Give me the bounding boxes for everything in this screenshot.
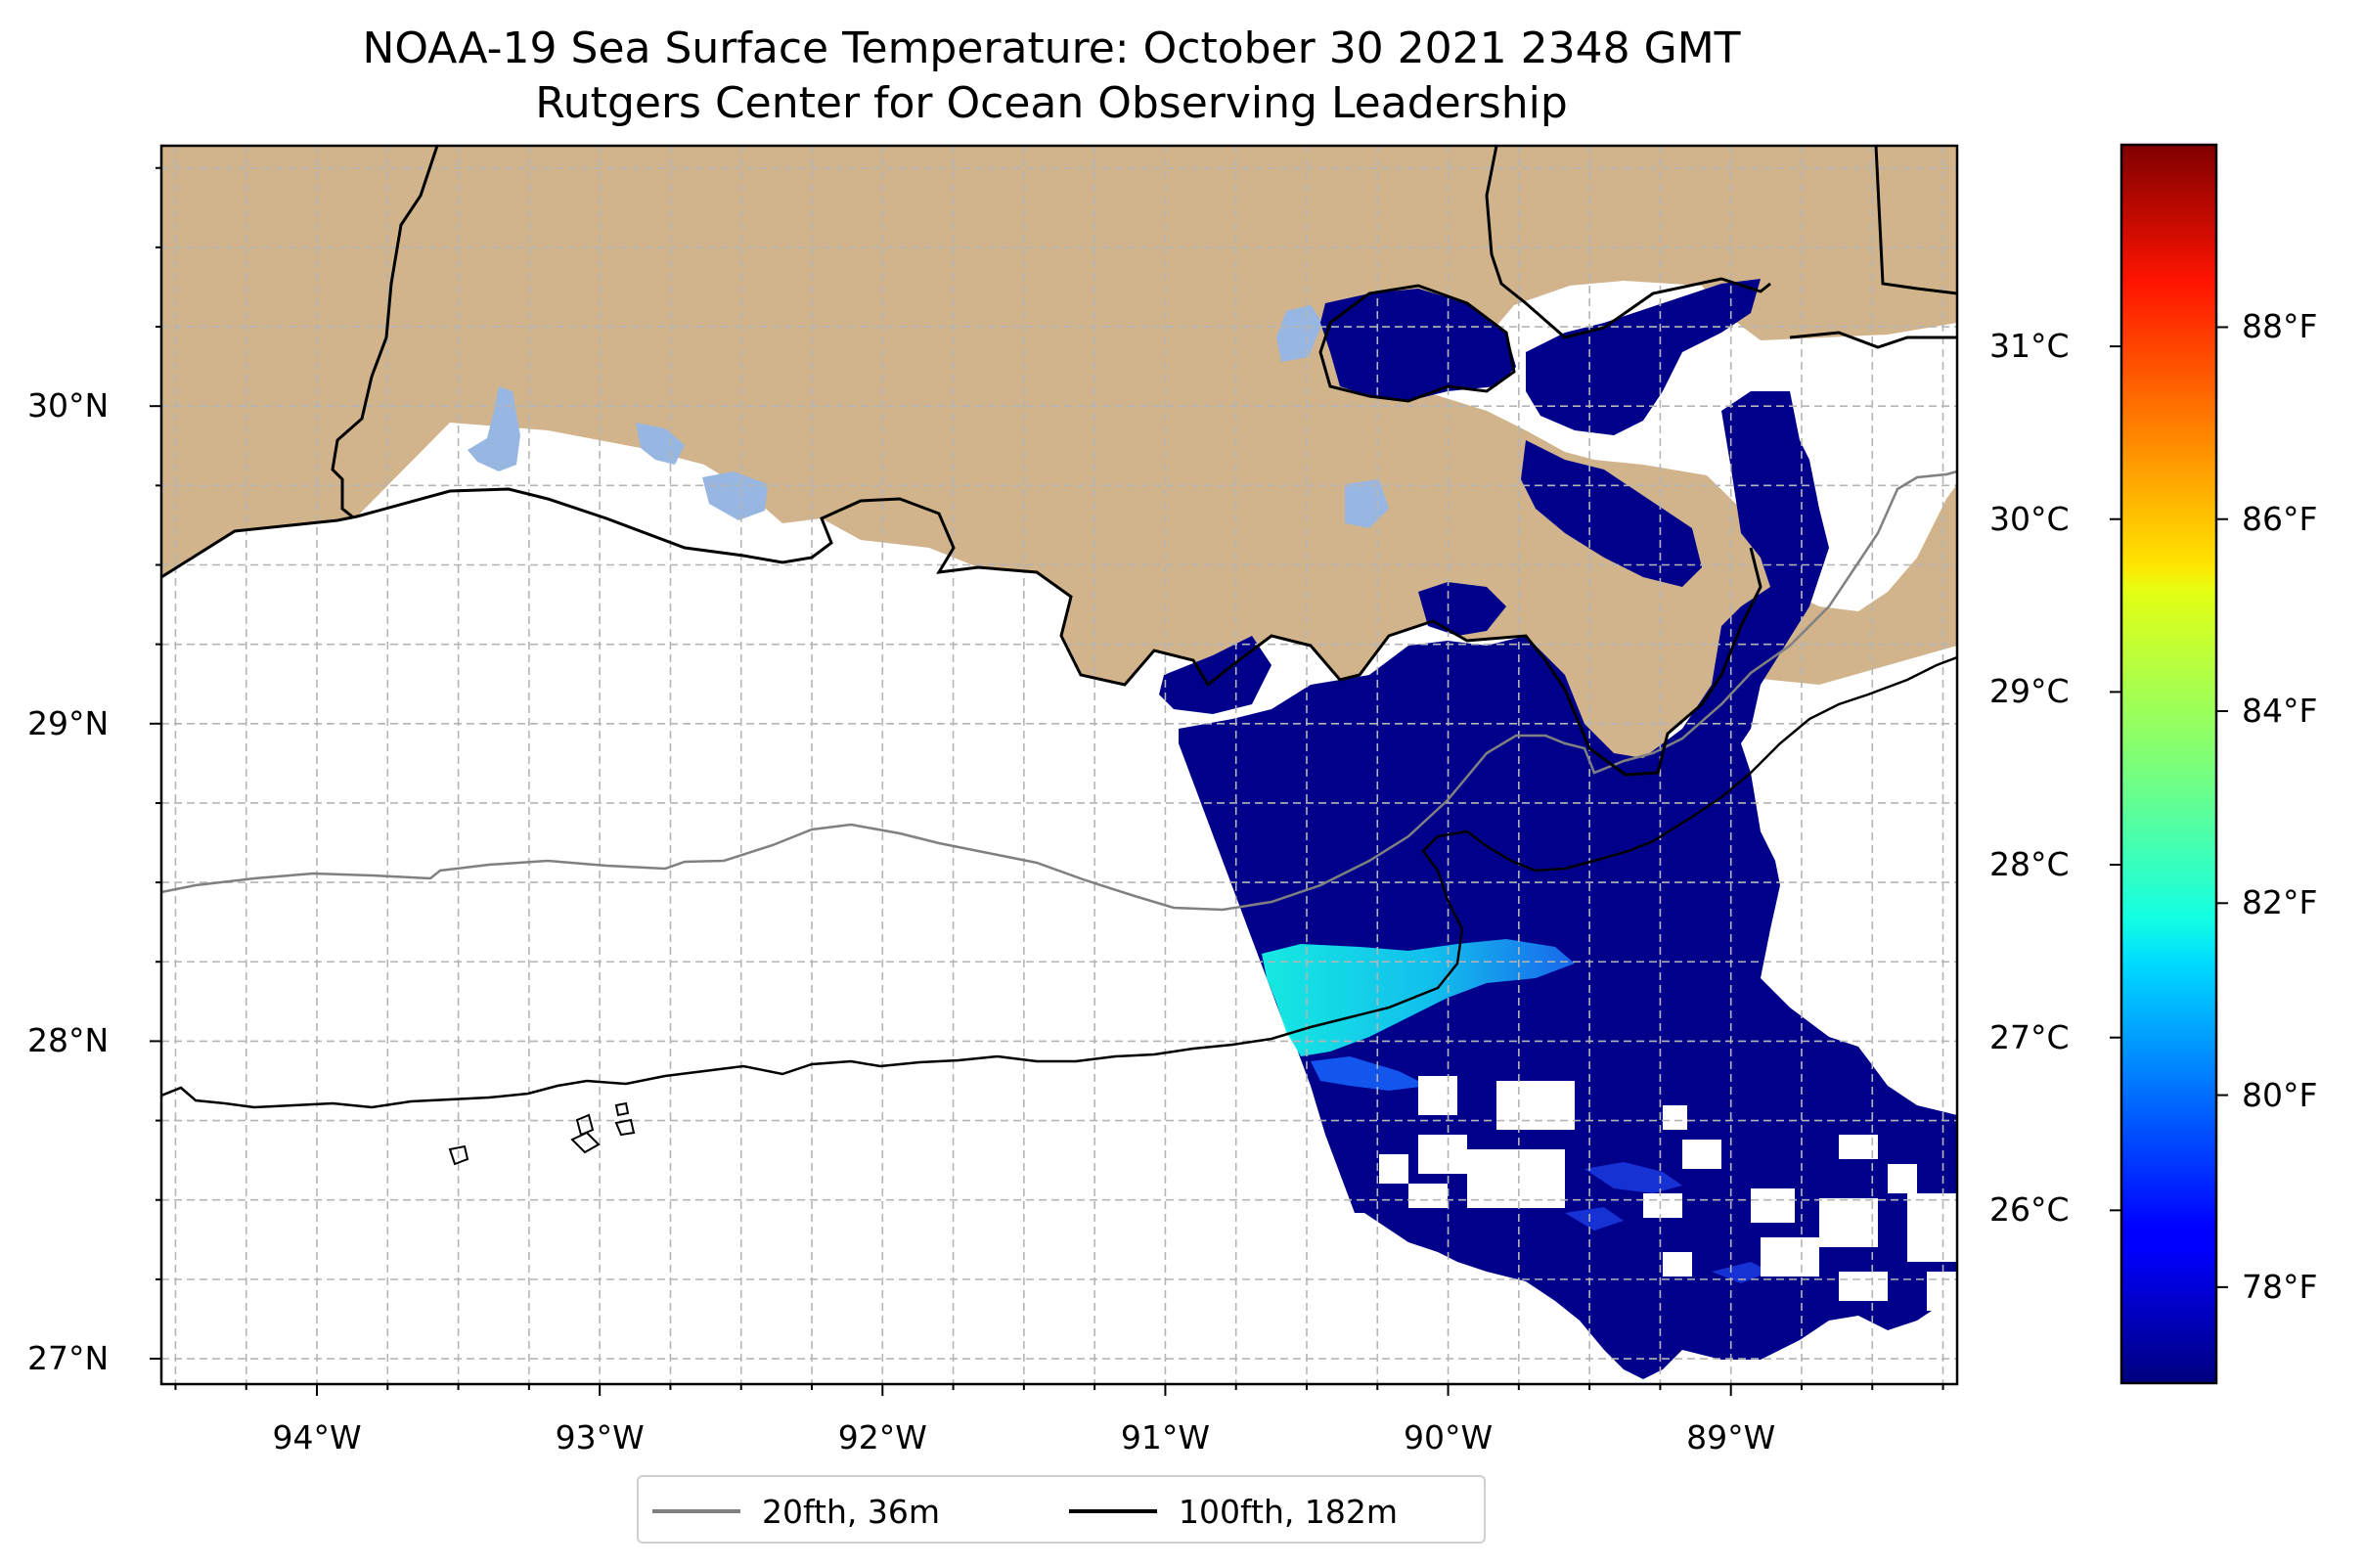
colorbar-fahrenheit-label: 84°F [2242,692,2318,731]
colorbar-fahrenheit-label: 86°F [2242,499,2318,538]
lake-calcasieu [468,386,520,471]
colorbar-celsius-label: 30°C [1989,499,2070,538]
axis-ticks [150,166,1944,1396]
land-area [161,146,1957,775]
sst-warm-patch [1712,1262,1770,1283]
state-border [1874,146,1957,295]
legend-label-20fth: 20fth, 36m [762,1492,940,1531]
legend-item-100fth: 100fth, 182m [1069,1477,1398,1546]
colorbar-celsius-label: 28°C [1989,845,2070,884]
lon-tick-label: 91°W [1120,1418,1210,1456]
gridlines [161,146,1957,1384]
sst-warm-patch [1584,1162,1682,1193]
isobath-100fth-line [161,655,1957,1109]
lat-tick-label: 28°N [27,1021,110,1060]
colorbar [2120,143,2218,1385]
sst-field [1159,279,1957,1379]
colorbar-fahrenheit-label: 88°F [2242,307,2318,346]
lon-tick-label: 93°W [555,1418,645,1456]
legend-label-100fth: 100fth, 182m [1179,1492,1398,1531]
colorbar-fahrenheit-label: 82°F [2242,883,2318,922]
bank-contours [448,1101,636,1166]
lake-pontchartrain-edge [1276,305,1322,362]
sst-warm-patch [1565,1207,1624,1231]
state-border [331,146,439,518]
lon-tick-label: 94°W [272,1418,362,1456]
coastline [161,487,1763,777]
legend-swatch-100fth [1069,1509,1157,1513]
chart-title: NOAA-19 Sea Surface Temperature: October… [362,23,1741,73]
colorbar-celsius-label: 27°C [1989,1017,2070,1056]
sst-warm-band [1262,939,1575,1056]
lat-tick-label: 30°N [27,386,110,426]
lake-white [702,471,768,520]
coastline [1789,331,1957,349]
isobath-20fth-line [161,470,1957,912]
colorbar-celsius-label: 29°C [1989,672,2070,711]
lon-tick-label: 89°W [1686,1418,1776,1456]
colorbar-fahrenheit-label: 80°F [2242,1075,2318,1114]
colorbar-celsius-label: 26°C [1989,1190,2070,1230]
colorbar-celsius-label: 31°C [1989,327,2070,366]
legend: 20fth, 36m 100fth, 182m [637,1475,1486,1544]
lat-tick-label: 27°N [27,1339,110,1378]
lake-grand [636,423,685,465]
colorbar-fahrenheit-label: 78°F [2242,1267,2318,1306]
lat-tick-label: 29°N [27,703,110,742]
sst-warm-streak [1311,1056,1428,1091]
map-frame [159,144,1959,1386]
legend-item-20fth: 20fth, 36m [652,1477,940,1546]
sst-no-data [1379,1076,1957,1311]
state-border [1485,146,1771,339]
colorbar-ticks [2110,326,2228,1288]
chart-subtitle: Rutgers Center for Ocean Observing Leade… [535,78,1568,128]
lon-tick-label: 92°W [837,1418,927,1456]
lake-pontchartrain-outline [1318,284,1516,403]
legend-swatch-20fth [652,1509,740,1513]
lon-tick-label: 90°W [1403,1418,1494,1456]
